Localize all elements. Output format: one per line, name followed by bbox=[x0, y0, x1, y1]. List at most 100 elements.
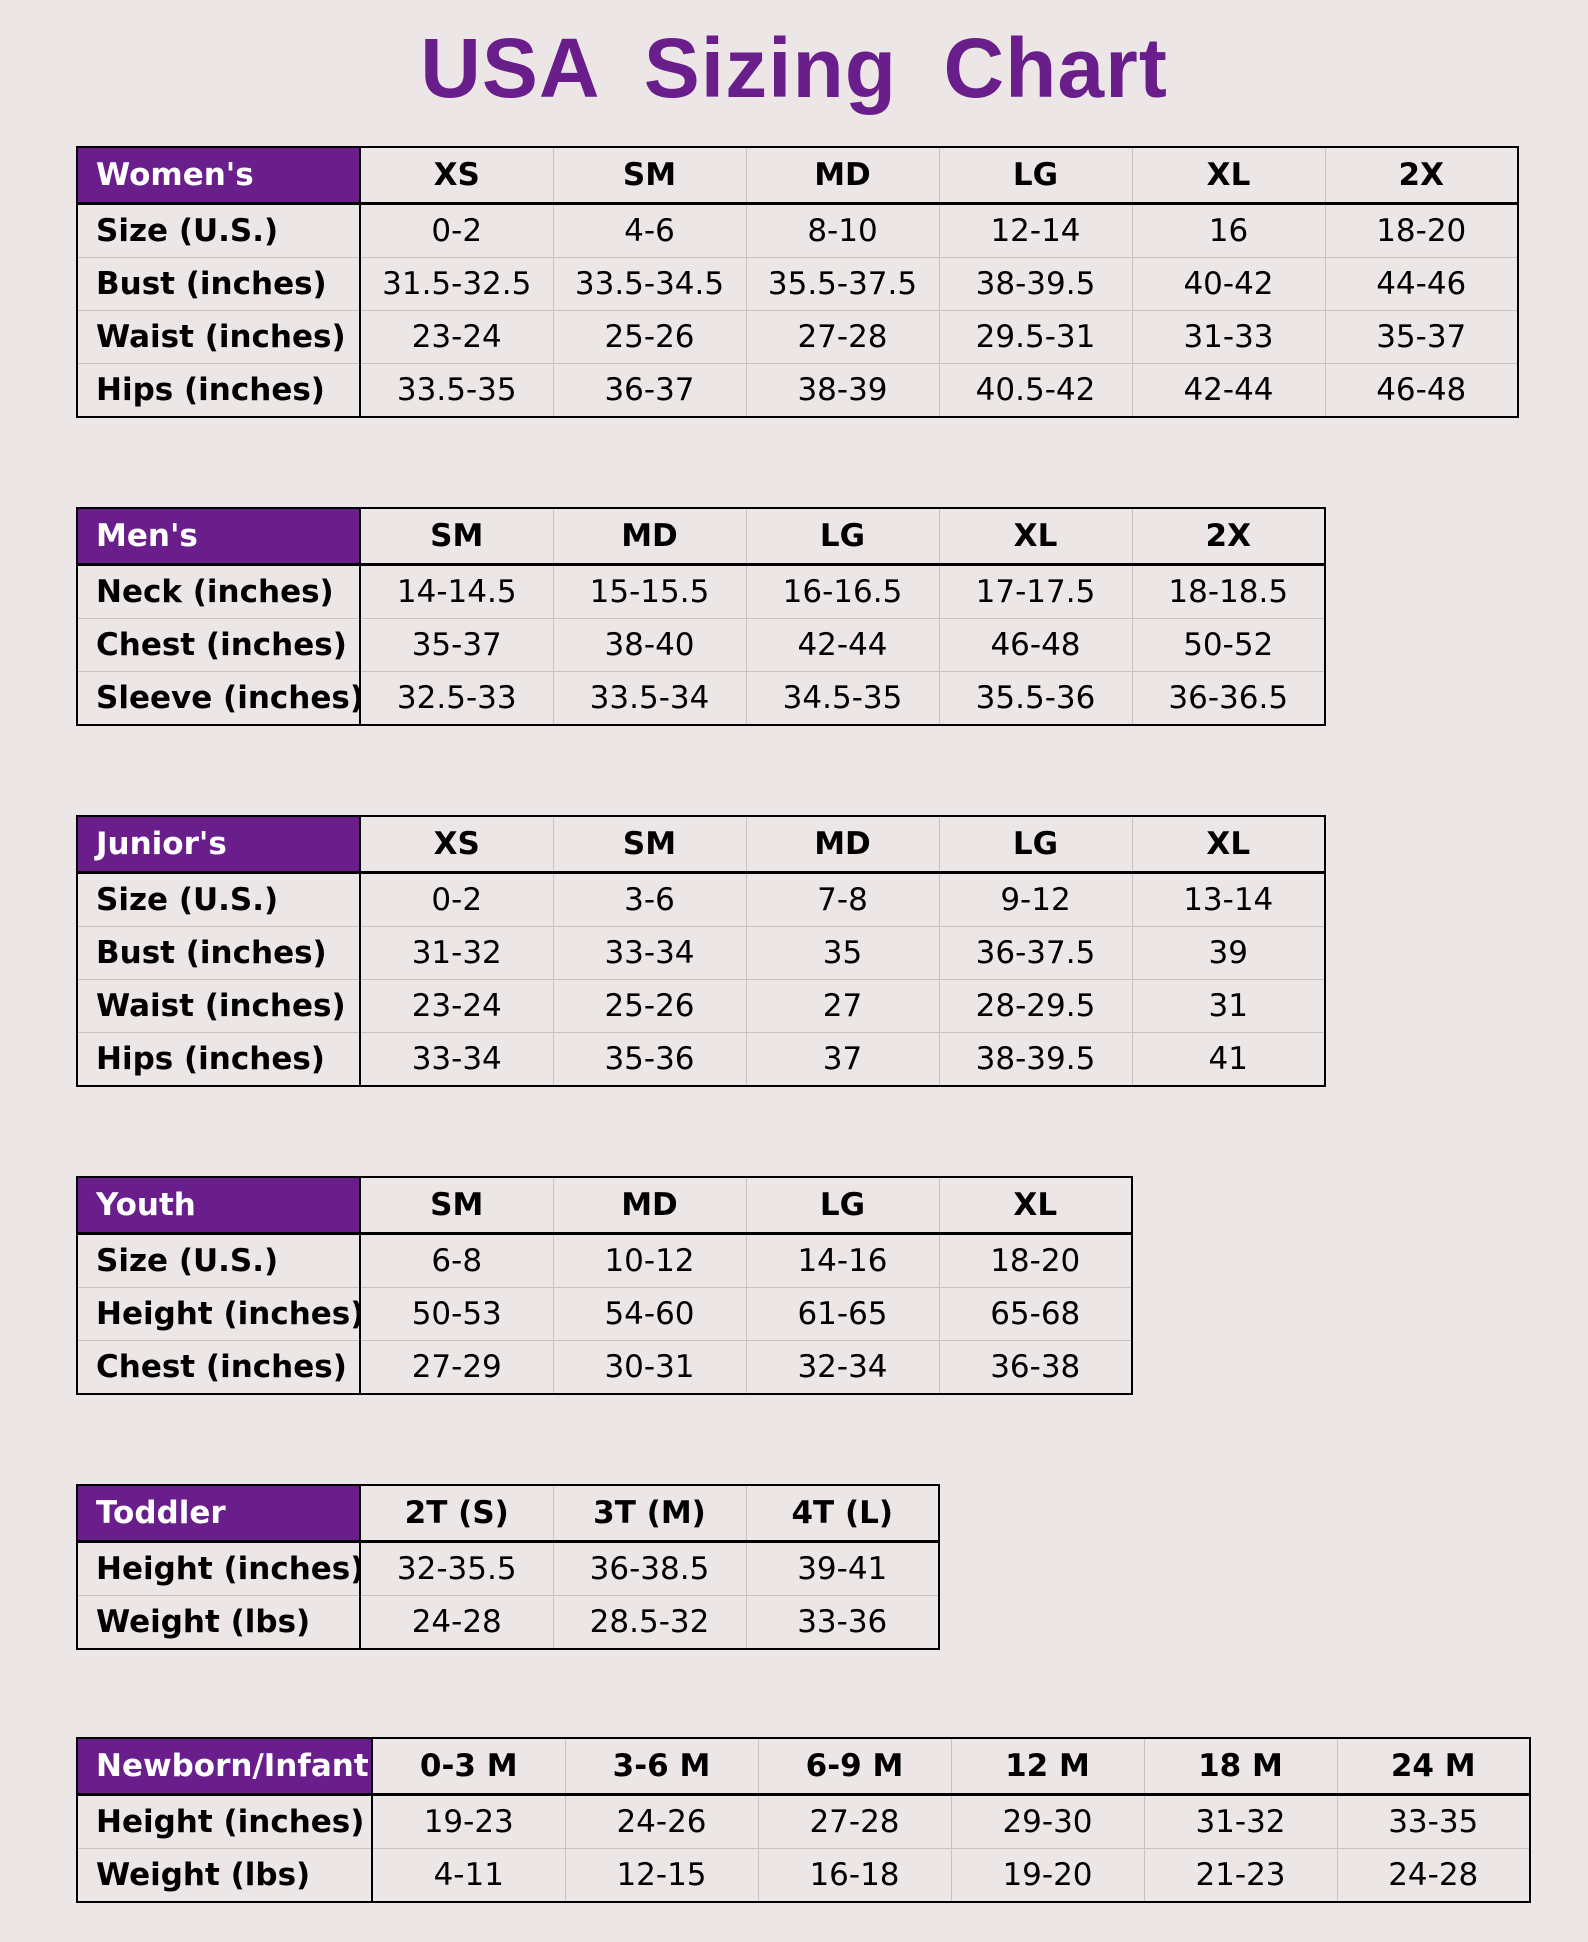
category-label: Youth bbox=[77, 1177, 360, 1235]
size-header: LG bbox=[745, 1177, 939, 1235]
measurement-value: 33.5-35 bbox=[359, 363, 553, 417]
measurement-value: 38-39.5 bbox=[938, 1032, 1132, 1086]
measurement-value: 35-37 bbox=[1324, 310, 1518, 364]
juniors-size-table: Junior's XS SM MD LG XL Size (U.S.) 0-2 3-6 7-8 9-… bbox=[76, 815, 1326, 1087]
measurement-value: 6-8 bbox=[359, 1233, 553, 1288]
measurement-value: 36-37.5 bbox=[938, 926, 1132, 980]
table-row: Bust (inches) 31-32 33-34 35 36-37.5 39 bbox=[77, 926, 1325, 980]
measurement-value: 42-44 bbox=[745, 618, 939, 672]
size-header: 2X bbox=[1131, 508, 1325, 566]
size-header: SM bbox=[552, 816, 746, 874]
measurement-value: 21-23 bbox=[1143, 1848, 1337, 1902]
measurement-value: 29.5-31 bbox=[938, 310, 1132, 364]
measurement-value: 27-29 bbox=[359, 1340, 553, 1394]
page-title: USA Sizing Chart bbox=[420, 21, 1168, 115]
measurement-label: Height (inches) bbox=[77, 1287, 360, 1341]
measurement-label: Size (U.S.) bbox=[77, 1233, 360, 1288]
measurement-value: 38-39.5 bbox=[938, 257, 1132, 311]
measurement-value: 18-18.5 bbox=[1131, 564, 1325, 619]
measurement-value: 16-16.5 bbox=[745, 564, 939, 619]
measurement-label: Bust (inches) bbox=[77, 257, 360, 311]
table-row: Weight (lbs) 4-11 12-15 16-18 19-20 21-23 24-2… bbox=[77, 1848, 1530, 1902]
measurement-value: 39-41 bbox=[745, 1541, 939, 1596]
table-row: Height (inches) 32-35.5 36-38.5 39-41 bbox=[77, 1541, 939, 1596]
size-header: XL bbox=[938, 1177, 1132, 1235]
measurement-value: 36-38.5 bbox=[552, 1541, 746, 1596]
measurement-value: 33-36 bbox=[745, 1595, 939, 1649]
measurement-value: 35.5-36 bbox=[938, 671, 1132, 725]
measurement-value: 32-34 bbox=[745, 1340, 939, 1394]
header-row: Women's XS SM MD LG XL 2X bbox=[77, 147, 1518, 205]
header-row: Youth SM MD LG XL bbox=[77, 1177, 1132, 1235]
size-header: 6-9 M bbox=[757, 1738, 951, 1796]
infant-size-table: Newborn/Infant 0-3 M 3-6 M 6-9 M 12 M 18 M 24 … bbox=[76, 1737, 1531, 1903]
measurement-value: 9-12 bbox=[938, 872, 1132, 927]
measurement-value: 0-2 bbox=[359, 872, 553, 927]
size-header: 2T (S) bbox=[359, 1485, 553, 1543]
size-header: XS bbox=[359, 147, 553, 205]
measurement-value: 61-65 bbox=[745, 1287, 939, 1341]
measurement-value: 4-6 bbox=[552, 203, 746, 258]
measurement-label: Hips (inches) bbox=[77, 1032, 360, 1086]
table-row: Height (inches) 50-53 54-60 61-65 65-68 bbox=[77, 1287, 1132, 1341]
table-row: Bust (inches) 31.5-32.5 33.5-34.5 35.5-37.5… bbox=[77, 257, 1518, 311]
measurement-value: 14-16 bbox=[745, 1233, 939, 1288]
table-row: Sleeve (inches) 32.5-33 33.5-34 34.5-35 35.5… bbox=[77, 671, 1325, 725]
measurement-label: Height (inches) bbox=[77, 1541, 360, 1596]
size-header: 2X bbox=[1324, 147, 1518, 205]
size-header: SM bbox=[552, 147, 746, 205]
measurement-value: 38-40 bbox=[552, 618, 746, 672]
category-label: Junior's bbox=[77, 816, 360, 874]
measurement-value: 18-20 bbox=[938, 1233, 1132, 1288]
measurement-label: Height (inches) bbox=[77, 1794, 372, 1849]
measurement-value: 40.5-42 bbox=[938, 363, 1132, 417]
measurement-value: 0-2 bbox=[359, 203, 553, 258]
mens-size-table: Men's SM MD LG XL 2X Neck (inches) 14-14.5 15-15… bbox=[76, 507, 1326, 726]
measurement-value: 24-28 bbox=[359, 1595, 553, 1649]
size-header: 3T (M) bbox=[552, 1485, 746, 1543]
table-row: Waist (inches) 23-24 25-26 27-28 29.5-31 31-3… bbox=[77, 310, 1518, 364]
category-label: Newborn/Infant bbox=[77, 1738, 372, 1796]
measurement-value: 42-44 bbox=[1131, 363, 1325, 417]
measurement-value: 35 bbox=[745, 926, 939, 980]
measurement-value: 65-68 bbox=[938, 1287, 1132, 1341]
measurement-value: 3-6 bbox=[552, 872, 746, 927]
measurement-value: 24-26 bbox=[564, 1794, 758, 1849]
size-header: XL bbox=[1131, 816, 1325, 874]
size-header: LG bbox=[745, 508, 939, 566]
size-header: 24 M bbox=[1336, 1738, 1530, 1796]
table-row: Neck (inches) 14-14.5 15-15.5 16-16.5 17-17.… bbox=[77, 564, 1325, 619]
measurement-value: 33.5-34 bbox=[552, 671, 746, 725]
category-label: Toddler bbox=[77, 1485, 360, 1543]
size-header: 0-3 M bbox=[371, 1738, 565, 1796]
measurement-value: 34.5-35 bbox=[745, 671, 939, 725]
measurement-value: 25-26 bbox=[552, 979, 746, 1033]
measurement-label: Chest (inches) bbox=[77, 1340, 360, 1394]
table-row: Size (U.S.) 0-2 4-6 8-10 12-14 16 18-20 bbox=[77, 203, 1518, 258]
measurement-value: 35-37 bbox=[359, 618, 553, 672]
measurement-value: 29-30 bbox=[950, 1794, 1144, 1849]
measurement-value: 28.5-32 bbox=[552, 1595, 746, 1649]
measurement-value: 30-31 bbox=[552, 1340, 746, 1394]
measurement-value: 35.5-37.5 bbox=[745, 257, 939, 311]
measurement-value: 16 bbox=[1131, 203, 1325, 258]
measurement-value: 35-36 bbox=[552, 1032, 746, 1086]
measurement-value: 33.5-34.5 bbox=[552, 257, 746, 311]
measurement-value: 8-10 bbox=[745, 203, 939, 258]
measurement-label: Hips (inches) bbox=[77, 363, 360, 417]
measurement-label: Weight (lbs) bbox=[77, 1595, 360, 1649]
measurement-value: 15-15.5 bbox=[552, 564, 746, 619]
category-label: Men's bbox=[77, 508, 360, 566]
table-row: Weight (lbs) 24-28 28.5-32 33-36 bbox=[77, 1595, 939, 1649]
measurement-value: 23-24 bbox=[359, 310, 553, 364]
measurement-value: 32.5-33 bbox=[359, 671, 553, 725]
measurement-value: 27 bbox=[745, 979, 939, 1033]
table-row: Waist (inches) 23-24 25-26 27 28-29.5 31 bbox=[77, 979, 1325, 1033]
measurement-value: 12-14 bbox=[938, 203, 1132, 258]
size-header: XS bbox=[359, 816, 553, 874]
measurement-value: 32-35.5 bbox=[359, 1541, 553, 1596]
measurement-label: Size (U.S.) bbox=[77, 203, 360, 258]
table-row: Size (U.S.) 6-8 10-12 14-16 18-20 bbox=[77, 1233, 1132, 1288]
header-row: Men's SM MD LG XL 2X bbox=[77, 508, 1325, 566]
size-header: LG bbox=[938, 147, 1132, 205]
